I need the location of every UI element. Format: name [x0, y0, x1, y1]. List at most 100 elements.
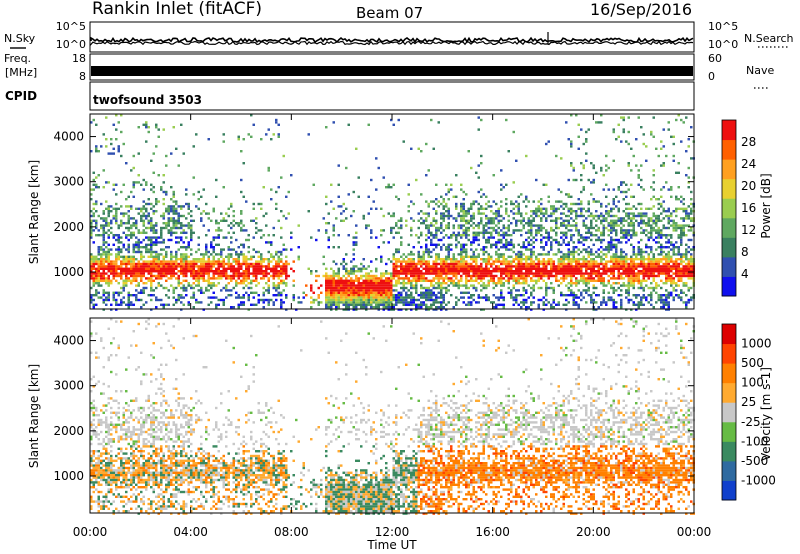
- heatmap-cell: [92, 212, 95, 215]
- heatmap-cell: [250, 258, 253, 261]
- heatmap-cell: [627, 207, 630, 210]
- heatmap-cell: [497, 248, 500, 251]
- heatmap-cell: [145, 181, 148, 184]
- heatmap-cell: [437, 277, 440, 280]
- heatmap-cell: [572, 260, 575, 263]
- heatmap-cell: [475, 270, 478, 273]
- heatmap-cell: [110, 226, 113, 230]
- heatmap-cell: [547, 253, 550, 256]
- heatmap-cell: [170, 210, 173, 213]
- heatmap-cell: [390, 214, 393, 218]
- heatmap-cell: [127, 219, 130, 222]
- heatmap-cell: [585, 152, 588, 155]
- heatmap-cell: [192, 270, 195, 273]
- heatmap-cell: [347, 272, 350, 275]
- heatmap-cell: [450, 262, 453, 266]
- heatmap-cell: [422, 212, 425, 215]
- heatmap-cell: [160, 231, 163, 234]
- heatmap-cell: [430, 231, 433, 234]
- heatmap-cell: [170, 253, 173, 256]
- heatmap-cell: [235, 296, 238, 299]
- heatmap-cell: [615, 265, 618, 268]
- heatmap-cell: [597, 270, 600, 273]
- heatmap-cell: [517, 229, 520, 232]
- heatmap-cell: [247, 250, 250, 254]
- heatmap-cell: [500, 246, 503, 249]
- heatmap-cell: [515, 301, 518, 304]
- heatmap-cell: [395, 262, 398, 266]
- heatmap-cell: [582, 207, 585, 210]
- heatmap-cell: [510, 289, 513, 292]
- heatmap-cell: [320, 301, 323, 304]
- heatmap-cell: [590, 181, 593, 184]
- heatmap-cell: [392, 274, 395, 278]
- heatmap-cell: [225, 262, 228, 266]
- heatmap-cell: [405, 270, 408, 273]
- heatmap-cell: [485, 241, 488, 244]
- heatmap-cell: [190, 214, 193, 218]
- heatmap-cell: [575, 178, 578, 182]
- heatmap-cell: [122, 301, 125, 304]
- heatmap-cell: [435, 308, 438, 311]
- heatmap-cell: [272, 282, 275, 285]
- heatmap-cell: [630, 260, 633, 263]
- heatmap-cell: [435, 210, 438, 213]
- heatmap-cell: [285, 248, 288, 251]
- heatmap-cell: [417, 274, 420, 278]
- heatmap-cell: [490, 262, 493, 266]
- heatmap-cell: [282, 282, 285, 285]
- heatmap-cell: [535, 238, 538, 242]
- heatmap-cell: [590, 265, 593, 268]
- heatmap-cell: [585, 277, 588, 280]
- heatmap-cell: [372, 289, 375, 292]
- heatmap-cell: [515, 282, 518, 285]
- heatmap-cell: [595, 219, 598, 222]
- heatmap-cell: [642, 260, 645, 263]
- heatmap-cell: [377, 298, 380, 302]
- heatmap-cell: [367, 265, 370, 268]
- heatmap-cell: [487, 226, 490, 230]
- heatmap-cell: [260, 272, 263, 275]
- heatmap-cell: [437, 255, 440, 258]
- heatmap-cell: [477, 238, 480, 242]
- heatmap-cell: [500, 262, 503, 266]
- heatmap-cell: [110, 260, 113, 263]
- heatmap-cell: [502, 231, 505, 234]
- heatmap-cell: [335, 291, 338, 294]
- heatmap-cell: [580, 262, 583, 266]
- heatmap-cell: [107, 152, 110, 155]
- heatmap-cell: [95, 234, 98, 237]
- heatmap-cell: [557, 226, 560, 230]
- heatmap-cell: [500, 183, 503, 186]
- heatmap-cell: [647, 286, 650, 290]
- heatmap-cell: [445, 289, 448, 292]
- heatmap-cell: [565, 231, 568, 234]
- heatmap-cell: [615, 231, 618, 234]
- heatmap-cell: [362, 306, 365, 309]
- heatmap-cell: [625, 272, 628, 275]
- heatmap-cell: [627, 294, 630, 297]
- heatmap-cell: [280, 279, 283, 282]
- heatmap-cell: [450, 248, 453, 251]
- heatmap-cell: [237, 270, 240, 273]
- heatmap-cell: [577, 234, 580, 237]
- heatmap-cell: [342, 301, 345, 304]
- heatmap-cell: [632, 222, 635, 225]
- heatmap-cell: [627, 238, 630, 242]
- heatmap-cell: [135, 236, 138, 239]
- heatmap-cell: [640, 262, 643, 266]
- heatmap-cell: [142, 286, 145, 290]
- heatmap-cell: [125, 258, 128, 261]
- heatmap-cell: [500, 274, 503, 278]
- heatmap-cell: [327, 294, 330, 297]
- heatmap-cell: [460, 260, 463, 263]
- heatmap-cell: [282, 279, 285, 282]
- heatmap-cell: [137, 262, 140, 266]
- heatmap-cell: [147, 279, 150, 282]
- heatmap-cell: [440, 222, 443, 225]
- heatmap-cell: [412, 301, 415, 304]
- heatmap-cell: [465, 255, 468, 258]
- heatmap-cell: [372, 274, 375, 278]
- heatmap-cell: [157, 255, 160, 258]
- heatmap-cell: [240, 303, 243, 306]
